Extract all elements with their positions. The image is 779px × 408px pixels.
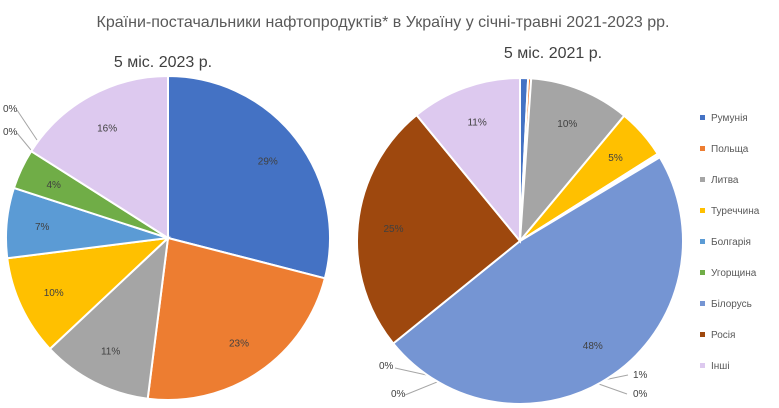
pie-2023-slice-1 <box>146 236 327 401</box>
legend-swatch-6 <box>700 301 705 306</box>
legend-swatch-4 <box>700 239 705 244</box>
legend-label-8: Інші <box>711 361 730 372</box>
legend-label-4: Болгарія <box>711 237 751 248</box>
pie-2023-slice-8 <box>29 74 169 240</box>
legend-swatch-0 <box>700 115 705 120</box>
pie-2023-label-7: 0% <box>3 127 18 138</box>
legend-swatch-1 <box>700 146 705 151</box>
pie-2021-label-0: 1% <box>633 370 648 381</box>
legend-label-1: Польща <box>711 144 749 155</box>
legend-label-6: Білорусь <box>711 299 752 310</box>
pie-2021-slice-2 <box>518 77 626 245</box>
pie-2023-label-1: 23% <box>229 339 249 350</box>
pie-2023-leader-line-7 <box>16 132 32 151</box>
pie-2021-label-3: 5% <box>608 153 623 164</box>
pie-2021-leader-line-1 <box>595 382 628 395</box>
pie-2023-slice-3 <box>6 236 171 351</box>
pie-2023-slice-2 <box>48 235 170 400</box>
legend-label-0: Румунія <box>711 113 748 124</box>
legend-label-5: Угорщина <box>711 268 757 279</box>
pie-2023-label-6: 0% <box>3 104 18 115</box>
pie-2021: 1% 0% 10% 5% 0% 0% 48% 25% 11% <box>356 76 684 405</box>
pie-2021-label-6: 48% <box>583 341 603 352</box>
legend: Румунія Польща Литва Туреччина Болгарія Угорщ… <box>700 113 760 372</box>
pie-2021-label-5: 0% <box>391 389 406 400</box>
pie-2021-title: 5 міс. 2021 р. <box>504 45 602 62</box>
pie-2023-label-4: 7% <box>35 222 50 233</box>
legend-label-7: Росія <box>711 330 735 341</box>
pie-2021-label-2: 10% <box>557 119 577 130</box>
pie-2023-title: 5 міс. 2023 р. <box>114 54 212 71</box>
pie-2023-label-0: 29% <box>258 157 278 168</box>
pie-2021-slice-8 <box>415 76 521 244</box>
pie-2021-label-4: 0% <box>379 361 394 372</box>
pie-2021-label-1: 0% <box>633 389 648 400</box>
legend-swatch-3 <box>700 208 705 213</box>
legend-swatch-8 <box>700 363 705 368</box>
pie-2021-leader-line-5 <box>404 379 443 396</box>
legend-swatch-7 <box>700 332 705 337</box>
pie-2021-label-7: 25% <box>383 224 403 235</box>
legend-label-3: Туреччина <box>711 206 760 217</box>
pie-2023-label-2: 11% <box>101 347 120 358</box>
pie-2023-label-3: 10% <box>44 288 64 299</box>
pie-2021-slice-6 <box>391 155 684 405</box>
pie-2023-leader-line-6 <box>16 109 38 141</box>
pie-2021-label-8: 11% <box>467 117 486 128</box>
pie-2023-label-5: 4% <box>46 180 61 191</box>
pie-2023-slice-0 <box>167 74 331 280</box>
legend-swatch-2 <box>700 177 705 182</box>
pie-2023: 29% 23% 11% 10% 7% 4% 0% 0% 16% <box>3 74 331 401</box>
pie-2021-slice-7 <box>356 113 522 345</box>
chart-title: Країни-постачальники нафтопродуктів* в У… <box>97 14 670 31</box>
legend-label-2: Литва <box>711 175 739 186</box>
pie-2023-label-8: 16% <box>97 123 117 134</box>
legend-swatch-5 <box>700 270 705 275</box>
